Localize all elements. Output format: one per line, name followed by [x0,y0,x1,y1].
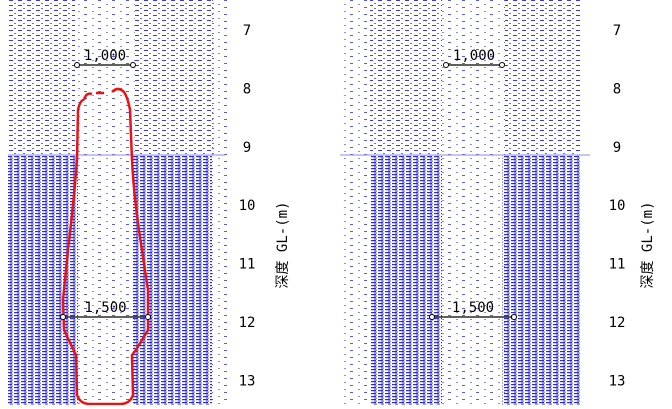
dimension-label: 1,000 [453,48,495,64]
dimension-end [60,314,66,320]
depth-label: 12 [239,315,256,331]
axis-label: 深度 GL-(m) [640,201,656,288]
dimension-label: 1,500 [84,300,126,316]
dimension-end [511,314,517,320]
depth-label: 11 [239,257,256,273]
panel-left-image [8,0,227,406]
dimension-end [145,314,151,320]
dimension-end [499,62,505,68]
dimension-label: 1,000 [84,48,126,64]
depth-label: 12 [609,315,626,331]
labels: 7 8 9 10 11 12 13 深度 GL-(m) 1,000 1,500 7 8 9 10 11 12 1… [60,23,656,389]
depth-label: 13 [239,373,256,389]
panel-right-image [340,0,590,405]
depth-label: 10 [609,198,626,214]
depth-label: 11 [609,257,626,273]
depth-label: 7 [243,23,251,39]
axis-label: 深度 GL-(m) [275,201,291,288]
depth-label: 13 [609,373,626,389]
depth-label: 10 [239,198,256,214]
dimension-end [74,62,80,68]
depth-label: 9 [243,140,251,156]
depth-label: 9 [613,140,621,156]
dimension-label: 1,500 [452,300,494,316]
dimension-end [429,314,435,320]
depth-label: 7 [613,23,621,39]
depth-label: 8 [243,81,251,97]
dimension-end [130,62,136,68]
dimension-end [443,62,449,68]
depth-label: 8 [613,81,621,97]
